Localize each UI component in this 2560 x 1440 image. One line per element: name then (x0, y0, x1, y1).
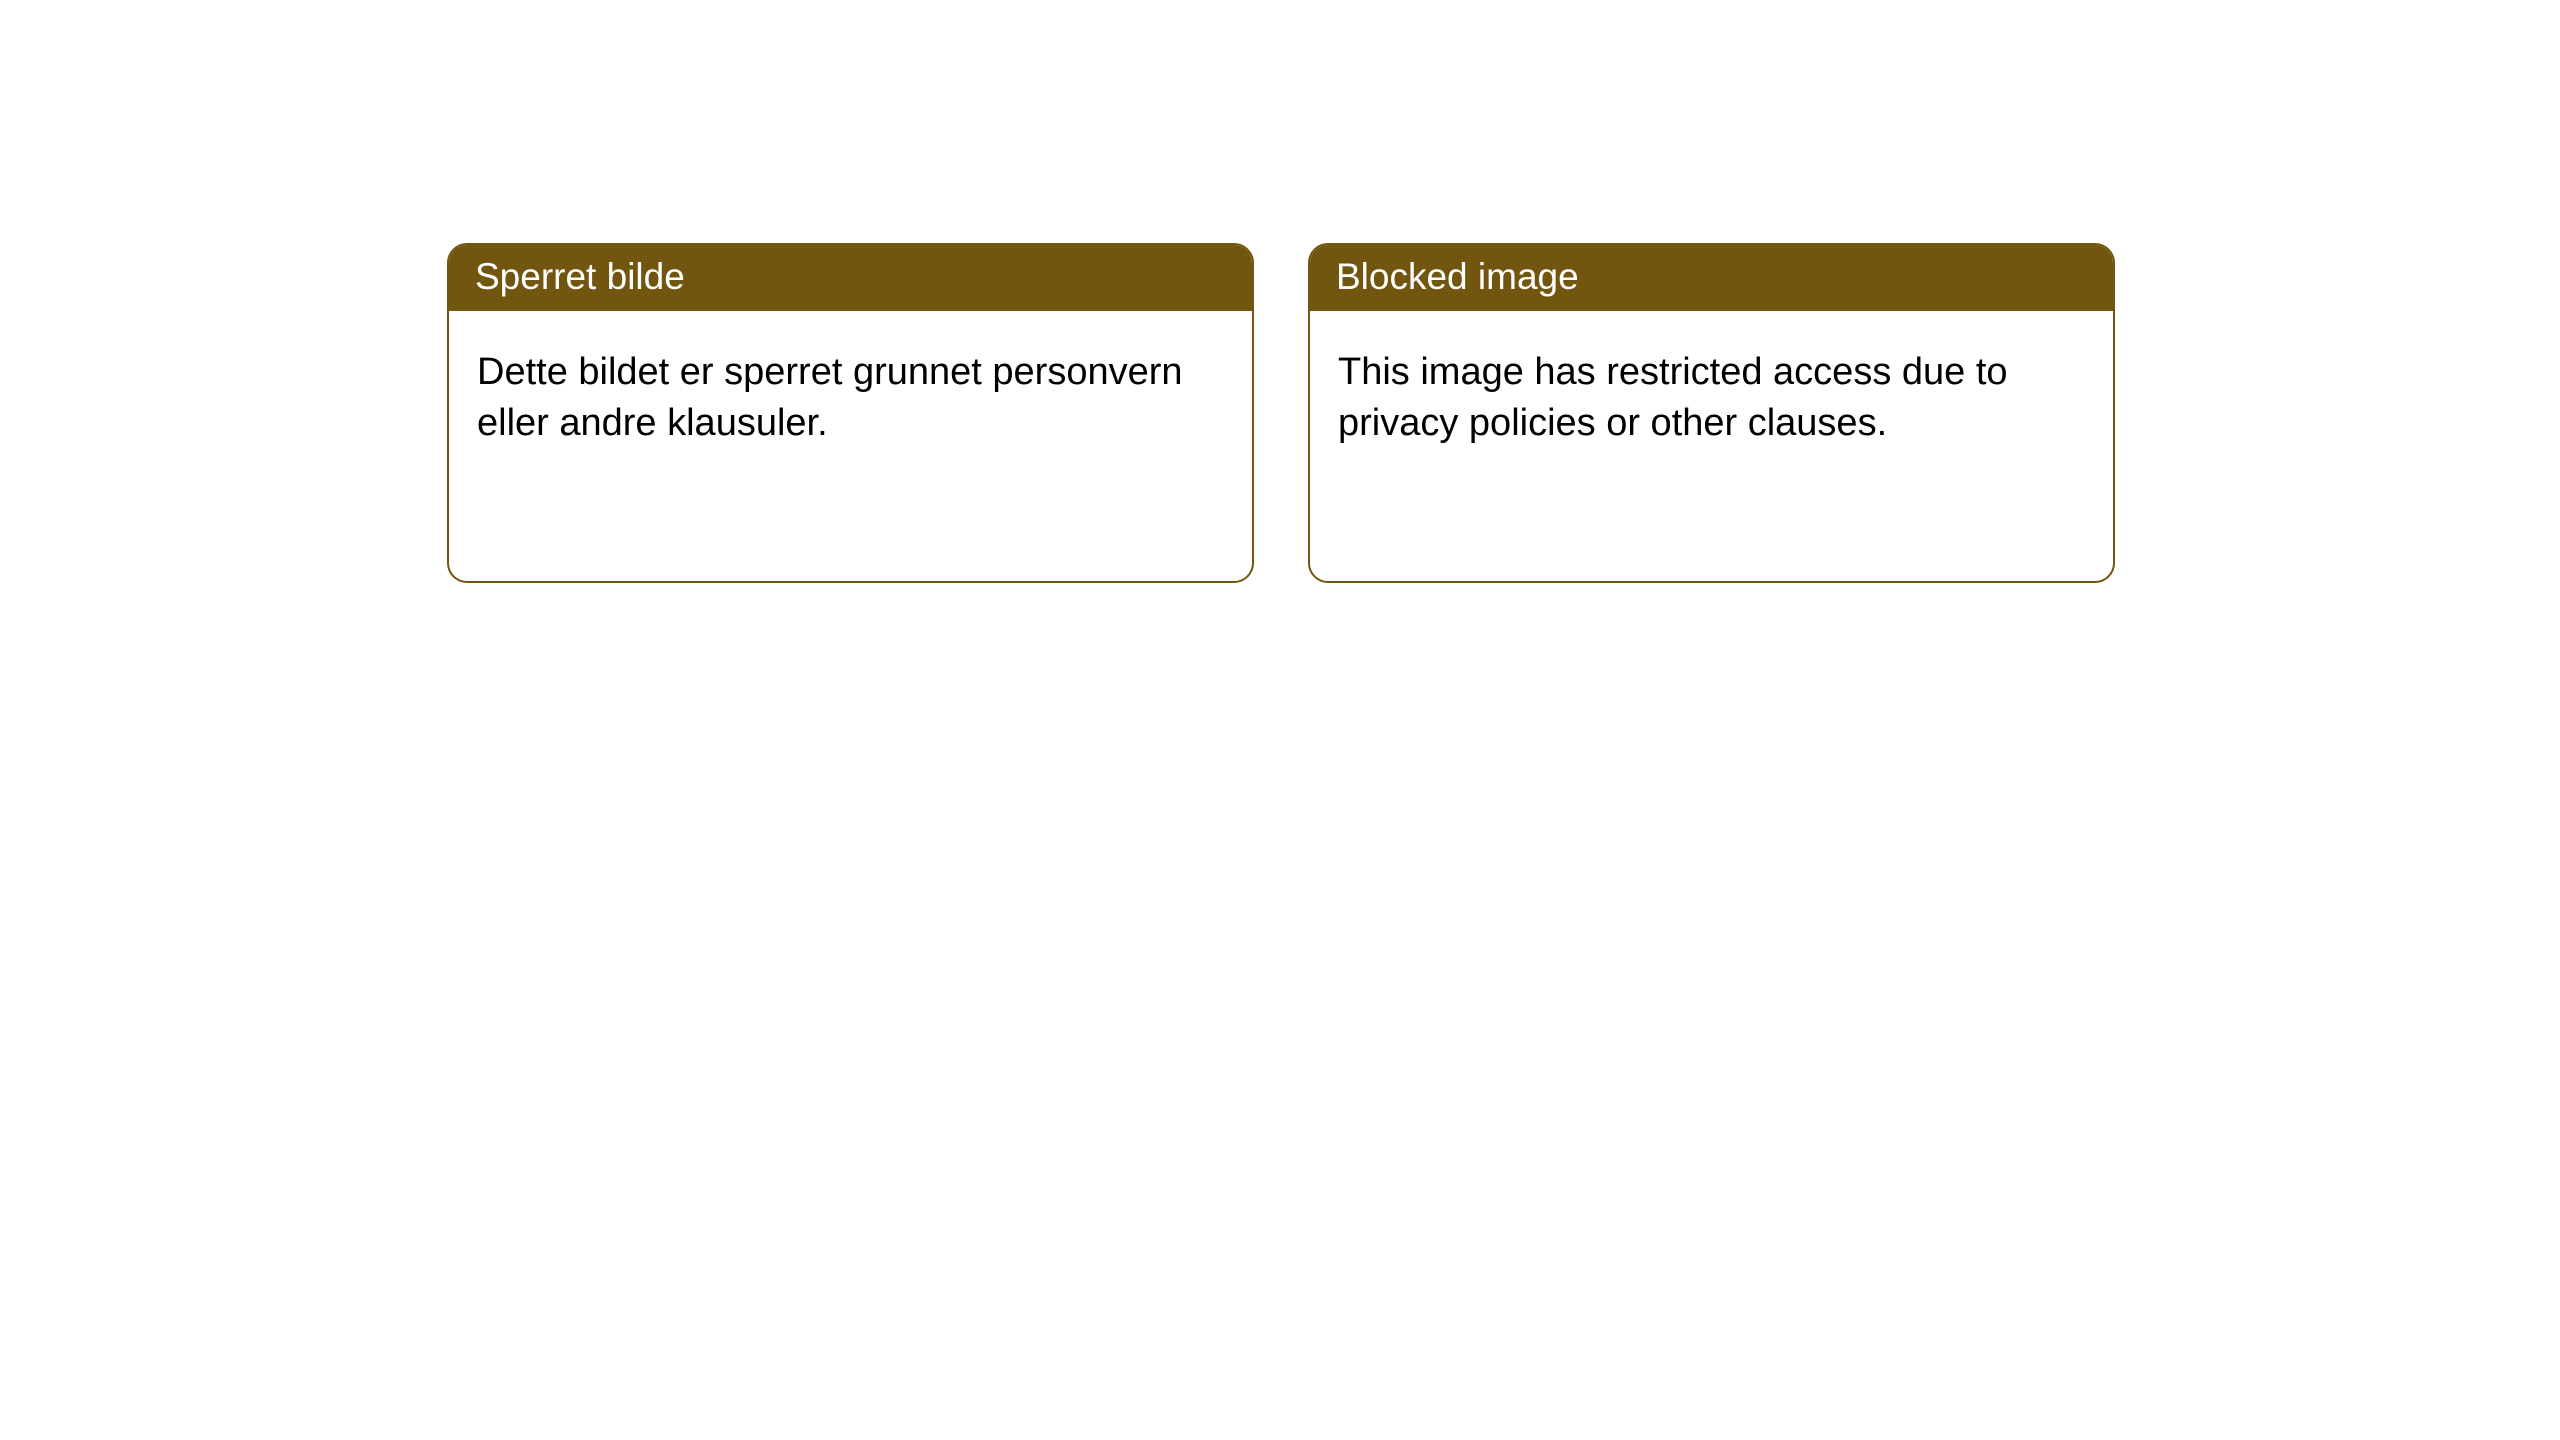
notice-box-english: Blocked image This image has restricted … (1308, 243, 2115, 583)
notice-box-norwegian: Sperret bilde Dette bildet er sperret gr… (447, 243, 1254, 583)
notice-body: This image has restricted access due to … (1310, 311, 2113, 478)
notice-header: Blocked image (1310, 245, 2113, 311)
notice-header: Sperret bilde (449, 245, 1252, 311)
notice-container: Sperret bilde Dette bildet er sperret gr… (447, 243, 2560, 583)
notice-body: Dette bildet er sperret grunnet personve… (449, 311, 1252, 478)
